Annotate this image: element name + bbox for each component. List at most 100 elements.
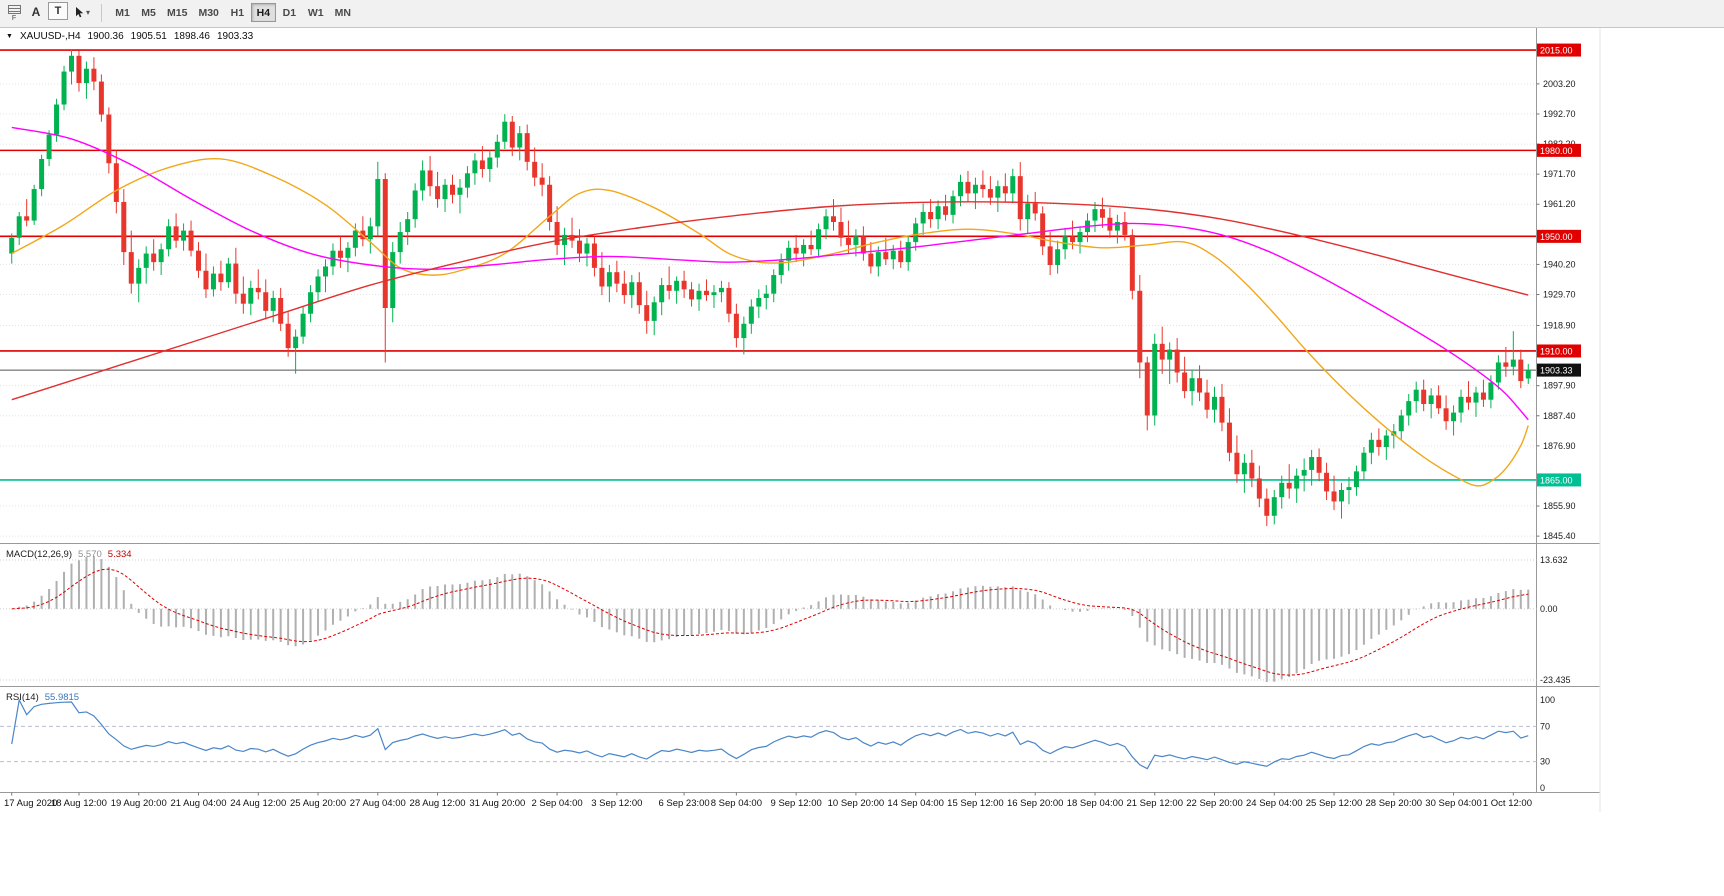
timeframe-button-m30[interactable]: M30 <box>198 6 219 19</box>
candle-body <box>1264 498 1270 516</box>
time-label: 2 Sep 04:00 <box>531 798 582 809</box>
timeframe-button-w1[interactable]: W1 <box>307 6 324 19</box>
candle-body <box>1152 343 1158 416</box>
candle-body <box>823 216 829 230</box>
candle-body <box>517 133 523 148</box>
candle-body <box>1226 422 1232 453</box>
chart-canvas[interactable]: 2003.201992.701982.201971.701961.201940.… <box>0 28 1724 812</box>
candle-body <box>1480 392 1486 400</box>
support-resistance-lines <box>0 49 1536 481</box>
candle-body <box>801 244 807 254</box>
candle-body <box>689 289 695 300</box>
time-label: 25 Aug 20:00 <box>290 798 346 809</box>
svg-text:1897.90: 1897.90 <box>1543 381 1576 391</box>
timeframe-button-d1[interactable]: D1 <box>282 6 297 19</box>
chevron-down-icon: ▾ <box>86 7 91 17</box>
time-label: 8 Sep 04:00 <box>711 798 762 809</box>
candle-body <box>352 230 358 248</box>
candle-body <box>629 282 635 296</box>
timeframe-button-h4[interactable]: H4 <box>250 3 276 22</box>
candle-body <box>323 266 328 277</box>
candle-body <box>248 287 254 304</box>
chart-area: 2003.201992.701982.201971.701961.201940.… <box>0 28 1724 812</box>
time-label: 22 Sep 20:00 <box>1186 798 1243 809</box>
candle-body <box>853 236 859 245</box>
candle-body <box>435 186 441 200</box>
time-label: 19 Aug 20:00 <box>111 798 167 809</box>
candle-body <box>599 267 605 287</box>
time-label: 18 Aug 12:00 <box>51 798 107 809</box>
text-tool-button[interactable]: T <box>48 2 68 20</box>
cursor-icon <box>76 7 84 18</box>
time-label: 27 Aug 04:00 <box>350 798 406 809</box>
svg-text:1855.90: 1855.90 <box>1543 501 1576 511</box>
candle-body <box>778 260 784 276</box>
toolbar-f-label: F <box>11 15 17 22</box>
time-label: 3 Sep 12:00 <box>591 798 642 809</box>
candle-body <box>1301 469 1307 476</box>
candle-body <box>1219 396 1225 423</box>
ma-red <box>11 201 1529 401</box>
candle-body <box>31 189 37 221</box>
cursor-tool-button[interactable]: ▾ <box>70 2 93 22</box>
candle-body <box>943 206 949 215</box>
candle-body <box>1436 395 1442 409</box>
ma-magenta <box>11 126 1529 421</box>
price-axis[interactable]: 2003.201992.701982.201971.701961.201940.… <box>1536 43 1582 542</box>
candle-body <box>1466 396 1471 403</box>
candle-body <box>427 170 433 187</box>
candle-body <box>905 242 911 263</box>
candle-body <box>718 287 724 293</box>
candle-body <box>255 287 261 293</box>
candle-body <box>285 323 291 349</box>
svg-text:30: 30 <box>1540 757 1550 767</box>
candle-body <box>442 184 448 200</box>
svg-text:13.632: 13.632 <box>1540 555 1568 565</box>
svg-text:-23.435: -23.435 <box>1540 675 1571 685</box>
candle-body <box>726 287 732 314</box>
candle-body <box>1443 408 1449 422</box>
timeframe-button-m5[interactable]: M5 <box>141 6 156 19</box>
svg-text:1887.40: 1887.40 <box>1543 411 1576 421</box>
candle-body <box>24 216 30 221</box>
candle-body <box>263 292 269 311</box>
candle-body <box>98 81 104 115</box>
candle-body <box>696 290 702 300</box>
time-label: 10 Sep 20:00 <box>828 798 885 809</box>
timeframe-button-h1[interactable]: H1 <box>230 6 245 19</box>
toolbar-separator <box>101 4 103 22</box>
svg-text:1961.20: 1961.20 <box>1543 199 1576 209</box>
candle-body <box>382 179 388 308</box>
candle-body <box>293 336 299 349</box>
candle-body <box>1353 471 1359 488</box>
svg-text:1929.70: 1929.70 <box>1543 290 1576 300</box>
ma-magenta-line <box>11 126 1529 421</box>
candle-body <box>188 230 194 251</box>
charts-grid-button[interactable]: F <box>4 2 24 28</box>
candle-body <box>1488 382 1494 400</box>
candle-body <box>1421 389 1427 405</box>
candle-body <box>1271 497 1277 516</box>
candle-body <box>771 275 777 294</box>
candle-body <box>1212 396 1217 410</box>
candle-body <box>868 253 874 267</box>
candle-body <box>1383 435 1389 447</box>
time-label: 14 Sep 04:00 <box>887 798 944 809</box>
candle-body <box>225 263 231 283</box>
candle-body <box>397 232 403 253</box>
candle-body <box>1017 176 1023 220</box>
candle-body <box>756 297 762 307</box>
timeframe-button-m15[interactable]: M15 <box>167 6 188 19</box>
annotation-a-button[interactable]: A <box>26 2 46 22</box>
macd-pane: 13.632 0.00 -23.435 <box>0 555 1571 685</box>
candle-body <box>636 282 642 306</box>
ma-orange-line <box>11 158 1529 487</box>
timeframe-button-m1[interactable]: M1 <box>115 6 130 19</box>
timeframe-button-mn[interactable]: MN <box>334 6 351 19</box>
svg-text:0.00: 0.00 <box>1540 604 1558 614</box>
candle-body <box>547 184 553 223</box>
candle-body <box>733 313 739 339</box>
candle-body <box>860 236 866 254</box>
time-label: 18 Sep 04:00 <box>1067 798 1124 809</box>
